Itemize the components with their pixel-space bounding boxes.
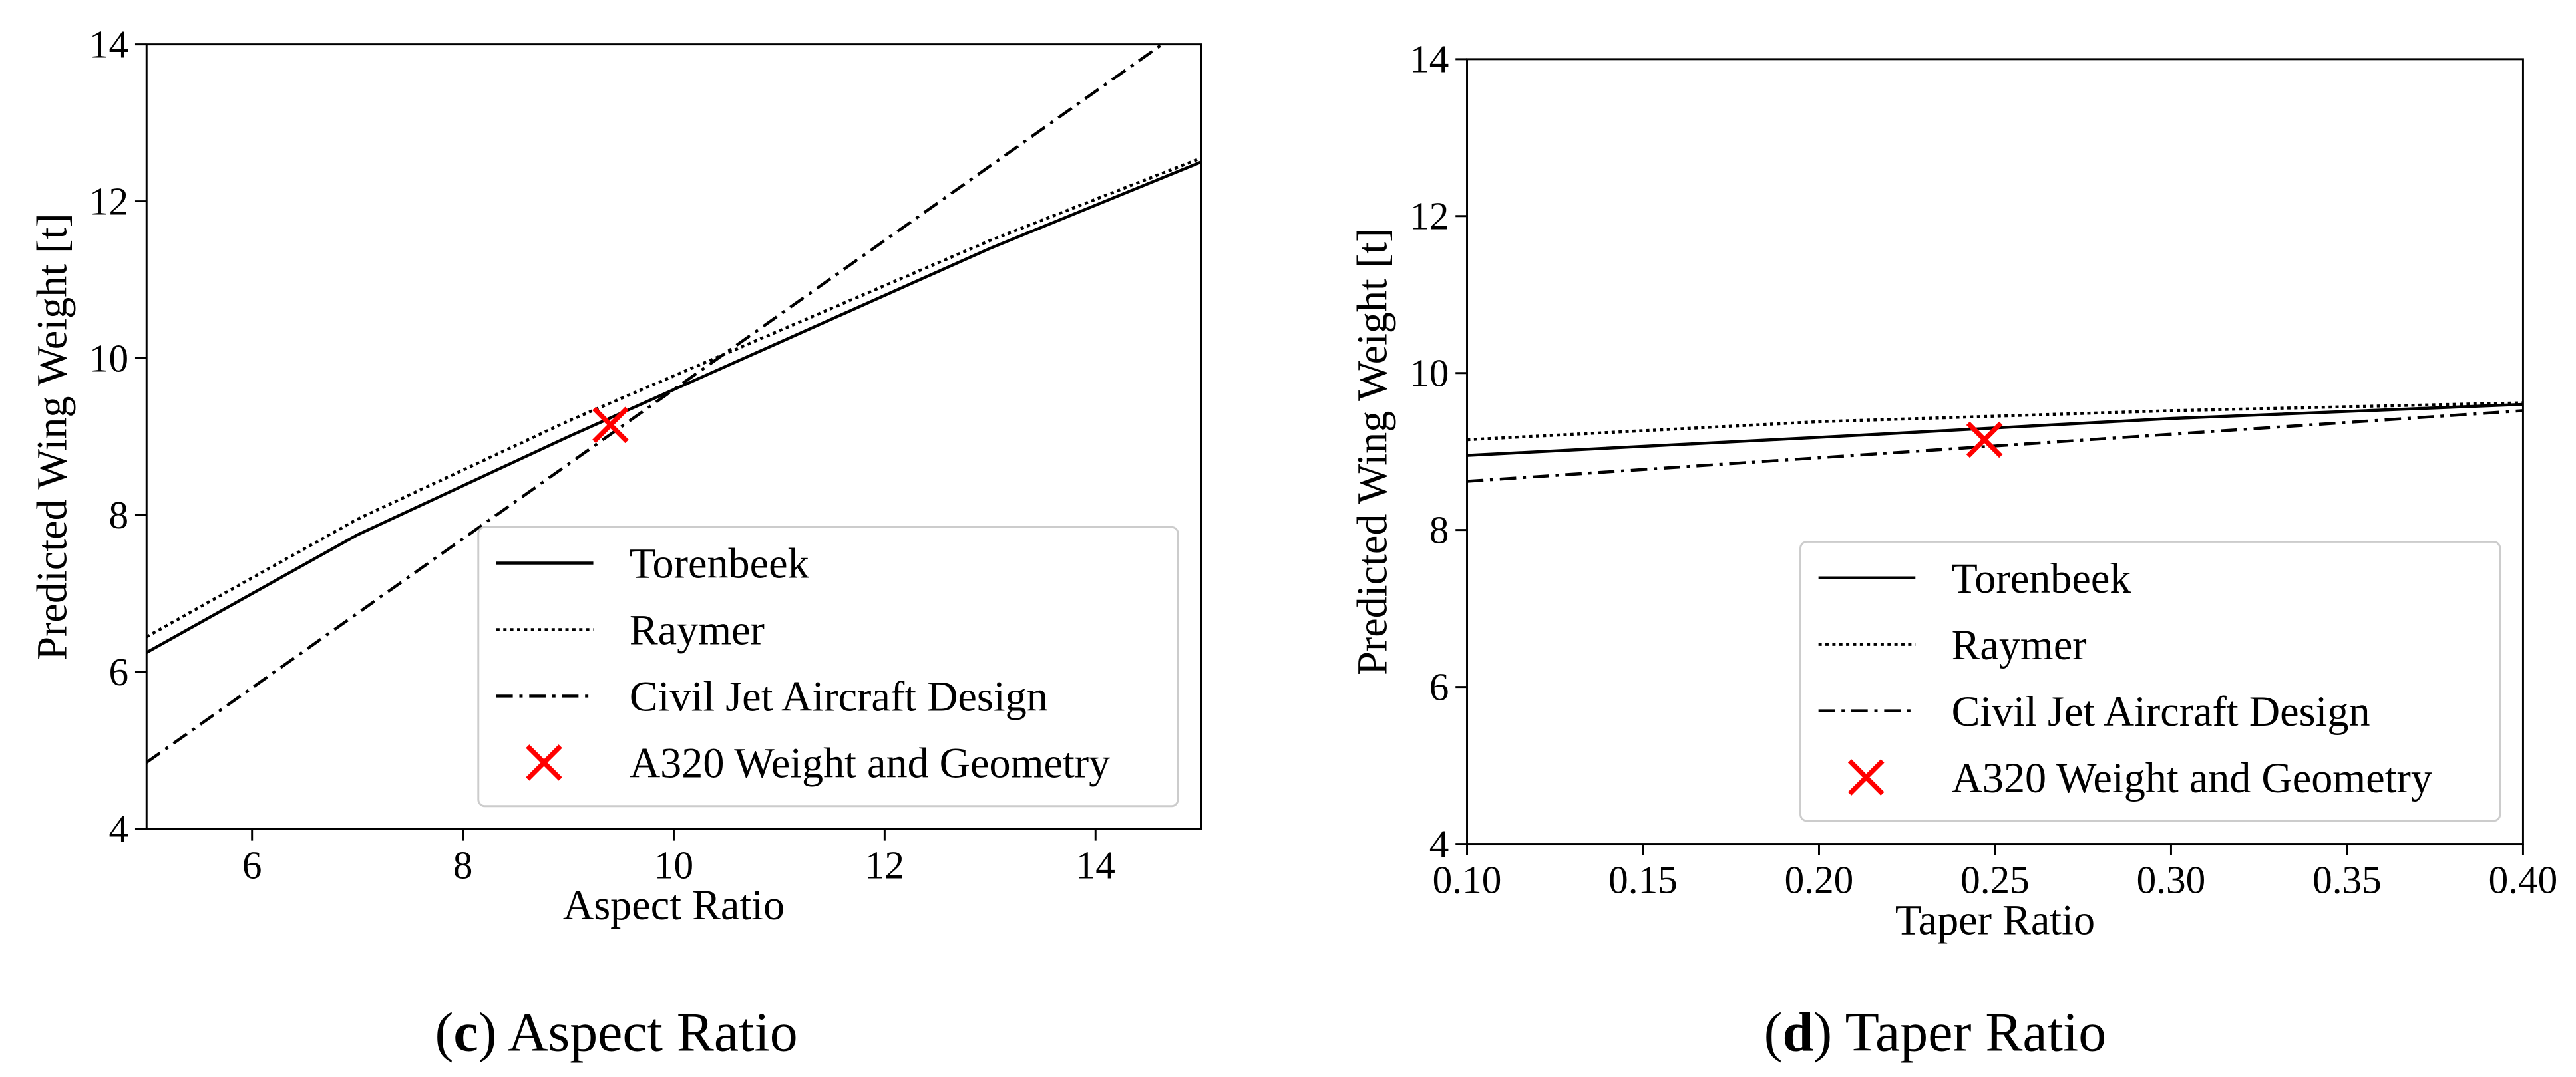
caption: (d) Taper Ratio (1764, 1002, 2107, 1064)
y-tick-label: 12 (1409, 194, 1449, 238)
caption-part: ) Aspect Ratio (478, 1002, 798, 1064)
marker-x (592, 406, 629, 444)
plot-frame (145, 43, 1202, 830)
plot-area (1467, 401, 2523, 483)
x-tick-label: 14 (1076, 843, 1115, 887)
legend-marker (1847, 759, 1885, 796)
legend-box (1799, 540, 2501, 822)
y-tick-label: 10 (89, 336, 128, 380)
x-tick-label: 0.30 (2137, 858, 2206, 902)
y-tick-label: 14 (1409, 37, 1449, 81)
caption-part: ) Taper Ratio (1813, 1002, 2106, 1064)
x-tick-label: 12 (865, 843, 904, 887)
y-tick-label: 8 (108, 493, 128, 537)
x-axis-label: Taper Ratio (1895, 896, 2095, 943)
y-tick-label: 4 (108, 807, 128, 851)
x-tick-label: 0.35 (2312, 858, 2382, 902)
y-tick-label: 14 (89, 22, 128, 66)
y-tick-label: 12 (89, 179, 128, 223)
caption: (c) Aspect Ratio (435, 1002, 797, 1064)
x-tick-label: 10 (654, 843, 693, 887)
x-axis-label: Aspect Ratio (563, 881, 785, 929)
y-tick-label: 6 (1429, 665, 1449, 708)
legend-label: Civil Jet Aircraft Design (630, 673, 1048, 720)
x-tick-label: 0.15 (1608, 858, 1678, 902)
x-tick-label: 6 (242, 843, 262, 887)
legend-label: Raymer (1952, 621, 2087, 669)
series-line (146, 44, 1165, 764)
legend-label: A320 Weight and Geometry (1952, 754, 2432, 802)
x-tick-label: 0.20 (1785, 858, 1854, 902)
legend: Torenbeek Raymer Civil Jet Aircraft Design… (477, 526, 1179, 808)
series-line (146, 156, 1201, 639)
legend-label: A320 Weight and Geometry (630, 740, 1110, 787)
plot-area (146, 44, 1201, 764)
y-axis-label: Predicted Wing Weight [t] (1349, 228, 1396, 675)
y-axis-label: Predicted Wing Weight [t] (28, 213, 75, 660)
caption-part: d (1783, 1002, 1814, 1064)
marker-x (1966, 421, 2003, 458)
legend-label: Torenbeek (1952, 555, 2132, 602)
caption-part: ( (1764, 1002, 1783, 1064)
x-tick-label: 0.10 (1433, 858, 1502, 902)
legend-label: Torenbeek (630, 540, 810, 587)
legend-label: Raymer (630, 607, 765, 654)
x-tick-label: 0.25 (1960, 858, 2030, 902)
y-tick-label: 10 (1409, 351, 1449, 394)
series-line (1467, 409, 2523, 483)
legend-box (477, 526, 1179, 808)
legend-label: Civil Jet Aircraft Design (1952, 688, 2370, 735)
x-tick-label: 8 (453, 843, 473, 887)
legend: Torenbeek Raymer Civil Jet Aircraft Design… (1799, 540, 2501, 822)
series-line (146, 160, 1201, 654)
y-tick-label: 8 (1429, 508, 1449, 551)
y-tick-label: 4 (1429, 822, 1449, 865)
legend-marker (526, 744, 562, 781)
y-tick-label: 6 (108, 650, 128, 694)
plot-frame (1466, 58, 2524, 846)
caption-part: c (453, 1002, 478, 1064)
caption-part: ( (435, 1002, 453, 1064)
x-tick-label: 0.40 (2489, 858, 2558, 902)
